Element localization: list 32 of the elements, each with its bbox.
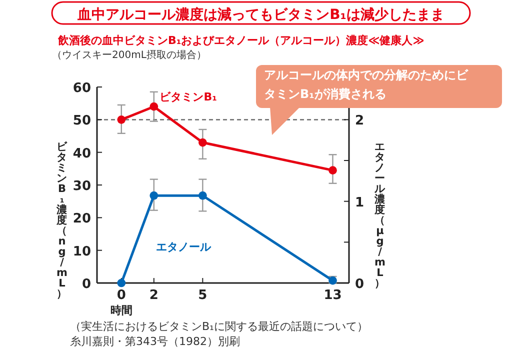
text: エタノール濃度（μg/mL） [374,141,386,290]
y-tick-label: 20 [72,212,91,227]
series-label: エタノール [156,240,212,254]
x-axis-title: 時間 [110,304,132,317]
y-tick-label: 50 [72,114,91,129]
y-tick-label: 30 [72,179,91,194]
x-tick-label: 0 [116,288,126,303]
point [150,102,158,111]
y2-tick-label: 2 [355,114,364,129]
series-label: ビタミンB₁ [160,90,218,104]
y2-tick-label: 0 [355,277,364,292]
chart-title: 血中アルコール濃度は減ってもビタミンB₁は減少したまま [76,6,444,23]
point [117,115,126,124]
y-tick-label: 40 [72,146,91,162]
chart-subtitle: 飲酒後の血中ビタミンB₁およびエタノール（アルコール）濃度≪健康人≫ [57,34,424,47]
annotation: アルコールの体内での分解のためにビタミンB₁が消費される [264,67,469,103]
x-tick-label: 5 [198,288,208,303]
x-tick-label: 13 [324,288,342,303]
point [328,166,337,174]
point [117,278,126,288]
text: （実生活におけるビタミンB₁に関する最近の話題について） [70,320,368,333]
y-tick-label: 60 [72,81,91,96]
x-tick-label: 2 [149,288,158,303]
point [198,138,207,147]
y-tick-label: 10 [72,244,91,260]
text: （ウイスキー200mL摂取の場合） [52,49,206,61]
point [198,191,207,200]
point [150,191,158,200]
y-tick-label: 0 [82,277,91,292]
y2-tick-label: 1 [355,195,364,210]
text: 糸川嘉則・第343号（1982）別刷 [70,335,240,348]
text: ビタミンB₁濃度（ng/mL） [56,141,68,300]
